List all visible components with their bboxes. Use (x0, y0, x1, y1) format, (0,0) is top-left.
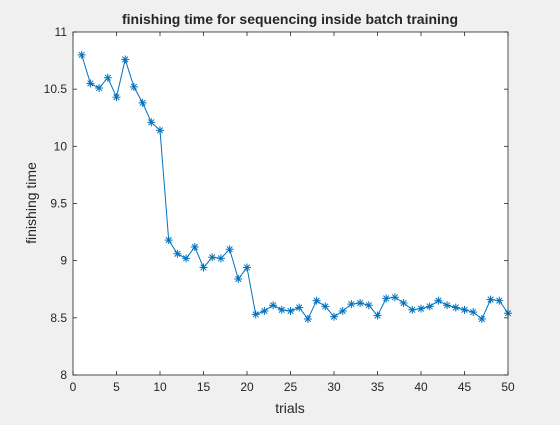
data-point (356, 298, 365, 307)
data-point (443, 301, 452, 310)
data-point (77, 50, 86, 59)
data-point (260, 306, 269, 315)
data-point (408, 305, 417, 314)
data-point (199, 263, 208, 272)
x-tick-label: 0 (70, 380, 77, 394)
data-point (208, 253, 217, 262)
y-tick-label: 10.5 (44, 82, 68, 96)
data-point (330, 312, 338, 321)
x-tick-label: 20 (240, 380, 254, 394)
data-point (190, 242, 199, 251)
y-tick-label: 11 (55, 25, 68, 39)
x-tick-label: 35 (371, 380, 385, 394)
data-point (477, 314, 486, 323)
y-axis-label: finishing time (23, 162, 39, 244)
y-tick-label: 10 (54, 139, 68, 153)
data-point (164, 236, 173, 245)
data-point (286, 306, 295, 315)
x-tick-label: 45 (458, 380, 472, 394)
x-tick-label: 30 (327, 380, 341, 394)
data-point (277, 305, 286, 314)
data-point (243, 263, 251, 272)
data-point (138, 98, 147, 107)
x-tick-label: 50 (501, 380, 515, 394)
data-point (321, 302, 330, 311)
data-point (225, 245, 234, 254)
data-point (112, 93, 121, 102)
data-point (469, 308, 478, 317)
y-axis: 8 8.5 9 9.5 10 10.5 11 (44, 25, 508, 382)
y-tick-label: 9.5 (50, 197, 67, 211)
x-tick-label: 5 (113, 380, 120, 394)
data-point (156, 126, 164, 135)
chart-title: finishing time for sequencing inside bat… (122, 11, 458, 27)
x-tick-label: 15 (197, 380, 211, 394)
y-tick-label: 8 (60, 368, 67, 382)
data-point (269, 301, 278, 310)
plot-area (73, 32, 508, 375)
x-axis: 0 5 10 15 20 25 30 35 40 45 50 (70, 32, 515, 394)
x-tick-label: 40 (414, 380, 428, 394)
data-point (495, 296, 504, 305)
data-point (129, 82, 138, 91)
x-tick-label: 25 (284, 380, 298, 394)
data-point (121, 55, 130, 64)
data-point (312, 296, 321, 305)
data-point (173, 249, 182, 258)
y-tick-label: 8.5 (50, 311, 67, 325)
data-point (86, 79, 95, 88)
data-point (147, 118, 156, 127)
x-axis-label: trials (275, 400, 305, 416)
data-point (373, 311, 382, 320)
data-point (399, 298, 408, 307)
data-point (303, 314, 312, 323)
data-point (417, 304, 425, 313)
data-point (425, 302, 434, 311)
data-point (182, 254, 191, 263)
data-point (390, 293, 399, 302)
data-point (364, 301, 373, 310)
data-point (382, 294, 391, 303)
data-point (338, 306, 347, 315)
x-tick-label: 10 (153, 380, 167, 394)
data-point (295, 303, 304, 312)
data-point (103, 73, 112, 82)
data-point (451, 303, 460, 312)
data-point (251, 310, 260, 319)
data-point (434, 296, 443, 305)
data-point (234, 274, 243, 283)
data-point (347, 300, 356, 309)
data-point (460, 305, 469, 314)
data-point (95, 84, 104, 93)
data-point (216, 254, 225, 263)
series-layer (77, 50, 512, 323)
y-tick-label: 9 (60, 254, 67, 268)
data-point (486, 295, 495, 304)
